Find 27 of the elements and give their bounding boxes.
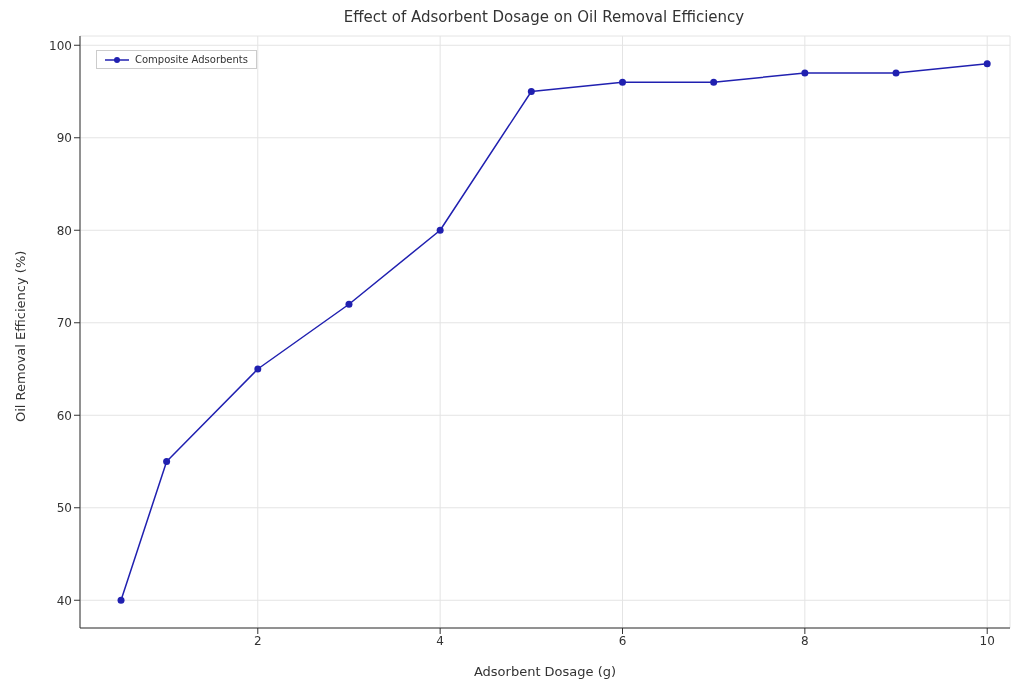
point (801, 69, 809, 77)
point (254, 365, 262, 373)
point (117, 596, 125, 604)
y-tick-label: 100 (49, 38, 72, 53)
point (436, 226, 444, 234)
x-tick-label: 8 (801, 633, 809, 648)
y-tick-label: 50 (56, 501, 72, 516)
y-axis-title: Oil Removal Efficiency (%) (12, 250, 28, 422)
x-tick-label: 10 (979, 633, 995, 648)
y-tick-label: 40 (56, 593, 72, 608)
y-tick-label: 90 (56, 131, 72, 146)
point (527, 88, 535, 95)
point (345, 300, 353, 308)
y-tick-label: 80 (56, 223, 72, 238)
chart-title: Effect of Adsorbent Dosage on Oil Removal Efficiency (342, 8, 746, 28)
x-tick-label: 4 (436, 633, 444, 648)
y-tick-label: 60 (56, 408, 72, 423)
point (710, 78, 718, 86)
point (983, 60, 991, 68)
x-tick-label: 2 (253, 633, 262, 648)
point (619, 78, 626, 86)
legend-label: Composite Adsorbents (135, 54, 248, 65)
x-axis-title: Adsorbent Dosage (g) (473, 664, 617, 679)
y-tick-label: 70 (56, 316, 72, 331)
point (163, 458, 171, 465)
x-tick-label: 6 (618, 633, 627, 648)
point (892, 69, 900, 77)
